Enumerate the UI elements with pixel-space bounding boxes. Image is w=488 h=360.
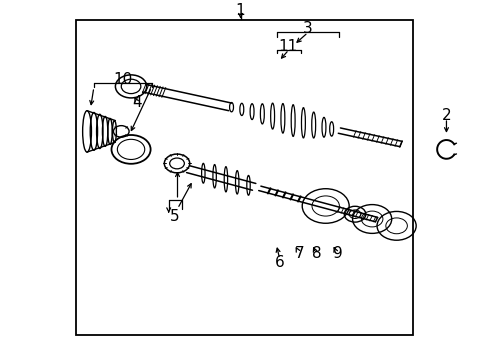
Text: 9: 9 [332,246,342,261]
Text: 6: 6 [274,255,284,270]
Bar [76,20,412,335]
Text: 4: 4 [132,95,142,110]
Text: 8: 8 [311,246,321,261]
Text: 11: 11 [277,39,297,54]
Text: 1: 1 [235,3,245,18]
Text: 5: 5 [170,209,180,224]
Text: 2: 2 [441,108,450,123]
Text: 10: 10 [113,72,133,87]
Text: 7: 7 [294,246,304,261]
Text: 3: 3 [303,21,312,36]
